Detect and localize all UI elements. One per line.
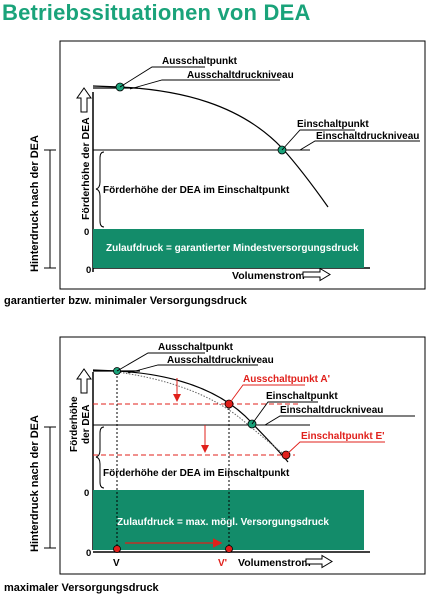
v-marker [113, 545, 121, 553]
zero-x-2: 0 [86, 548, 91, 559]
v-prime-label: V' [218, 558, 227, 569]
foerderhoehe-bracket-2 [95, 426, 105, 489]
hollow-right-arrow-2 [305, 554, 333, 569]
zero-y-1: 0 [84, 227, 89, 238]
label-einschaltpunkt-1: Einschaltpunkt [297, 119, 369, 130]
ylabel-inner-1: Förderhöhe der DEA [80, 117, 92, 220]
box-text-1: Zulaufdruck = garantierter Mindestversor… [106, 243, 359, 254]
ylabel-inner-2a: Förderhöhe [69, 396, 80, 452]
ylabel-outer-1: Hinterdruck nach der DEA [29, 135, 41, 272]
label-ausschaltpunkt-2: Ausschaltpunkt [158, 342, 234, 353]
label-ausschaltpunkt-1: Ausschaltpunkt [162, 56, 238, 67]
hollow-up-arrow-1 [76, 87, 92, 113]
label-ausschaltpunkt-a: Ausschaltpunkt A' [243, 374, 330, 385]
diagram-1-frame [59, 40, 426, 290]
label-foerderhoehe-1: Förderhöhe der DEA im Einschaltpunkt [103, 185, 290, 196]
foerderhoehe-bracket-1 [95, 151, 105, 228]
xlabel-2: Volumenstrom [238, 557, 311, 569]
box-text-2: Zulaufdruck = max. mögl. Versorgungsdruc… [117, 517, 329, 528]
hollow-right-arrow-1 [302, 267, 331, 282]
diagram-2: Hinterdruck nach der DEA Förderhöhe der … [29, 336, 426, 575]
caption-diagram-1: garantierter bzw. minimaler Versorgungsd… [4, 295, 247, 307]
pump-curve-2-shifted [116, 371, 287, 457]
zulaufdruck-box-1 [93, 229, 364, 268]
label-einschaltpunkt-2: Einschaltpunkt [266, 391, 338, 402]
diagram-1: Hinterdruck nach der DEA Förderhöhe der … [29, 40, 426, 290]
label-einschaltdruckniveau-1: Einschaltdruckniveau [316, 131, 419, 142]
caption-diagram-2: maximaler Versorgungsdruck [4, 582, 159, 594]
zero-y-2: 0 [84, 488, 89, 499]
zero-x-1: 0 [86, 265, 91, 276]
label-einschaltpunkt-e: Einschaltpunkt E' [301, 431, 385, 442]
pump-curve-2 [92, 369, 289, 463]
xlabel-1: Volumenstrom [232, 270, 305, 282]
page-title: Betriebssituationen von DEA [2, 0, 311, 25]
ylabel-outer-2: Hinterdruck nach der DEA [29, 415, 41, 552]
label-einschaltdruckniveau-2: Einschaltdruckniveau [280, 405, 383, 416]
ylabel-inner-2b: der DEA [81, 405, 92, 444]
v-label: V [113, 558, 120, 569]
v-prime-marker [225, 545, 233, 553]
hollow-up-arrow-2 [76, 368, 92, 394]
diagram-2-frame [59, 336, 426, 575]
pump-curve-1 [92, 85, 329, 208]
label-ausschaltdruckniveau-2: Ausschaltdruckniveau [167, 355, 274, 366]
label-foerderhoehe-2: Förderhöhe der DEA im Einschaltpunkt [103, 468, 290, 479]
label-ausschaltdruckniveau-1: Ausschaltdruckniveau [187, 70, 294, 81]
